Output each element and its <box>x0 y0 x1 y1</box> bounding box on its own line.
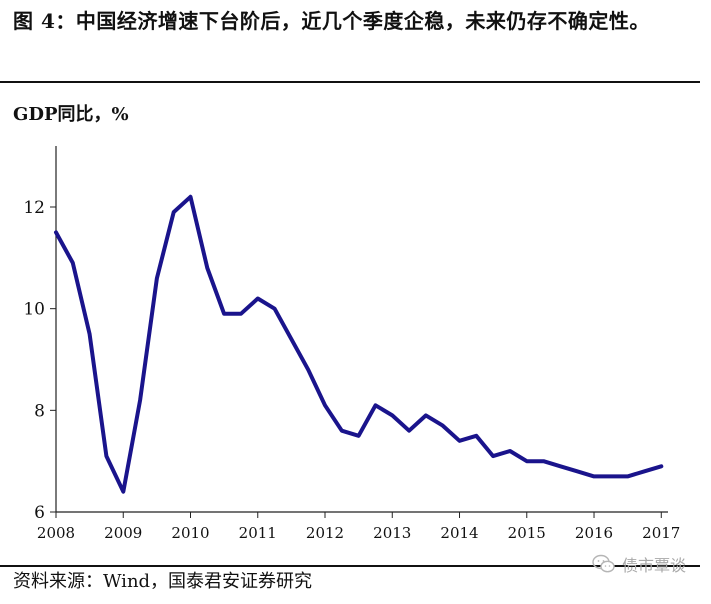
y-tick-label: 6 <box>34 503 45 523</box>
x-tick-label: 2015 <box>508 524 546 542</box>
bottom-rule <box>0 565 700 567</box>
x-tick-label: 2010 <box>171 524 209 542</box>
wechat-icon <box>592 554 615 573</box>
y-axis-label: GDP同比，% <box>13 104 129 125</box>
y-tick-label: 10 <box>23 300 45 320</box>
x-tick-label: 2009 <box>104 524 142 542</box>
source-note: 资料来源：Wind，国泰君安证券研究 <box>13 571 313 592</box>
watermark: 债市覃谈 <box>592 552 686 576</box>
x-tick-label: 2016 <box>575 524 613 542</box>
x-tick-label: 2011 <box>239 524 277 542</box>
x-tick-label: 2013 <box>373 524 411 542</box>
y-tick-label: 8 <box>34 401 45 421</box>
top-rule <box>0 81 700 83</box>
watermark-text: 债市覃谈 <box>622 556 687 575</box>
x-tick-label: 2012 <box>306 524 344 542</box>
figure-title: 图 4：中国经济增速下台阶后，近几个季度企稳，未来仍存不确定性。 <box>13 9 650 33</box>
y-tick-label: 12 <box>23 198 45 218</box>
x-tick-label: 2017 <box>642 524 680 542</box>
x-tick-label: 2014 <box>440 524 478 542</box>
x-tick-label: 2008 <box>37 524 75 542</box>
gdp-series-line <box>54 194 664 494</box>
